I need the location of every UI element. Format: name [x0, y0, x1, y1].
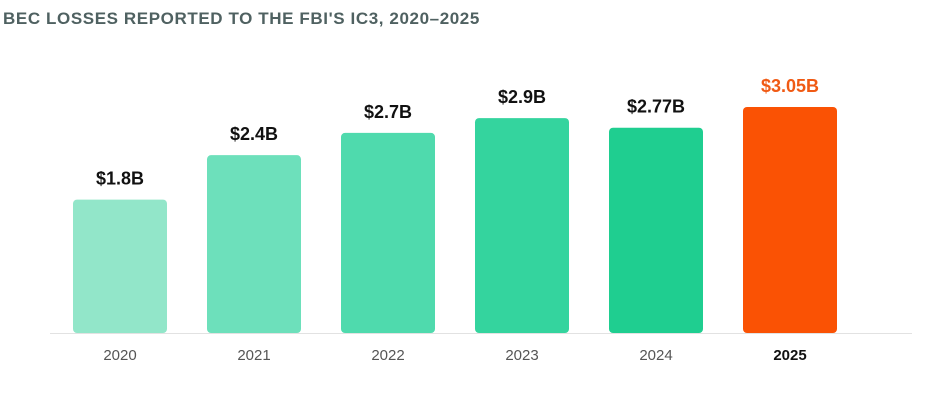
bars-group: [73, 107, 837, 334]
bar-2024: [609, 127, 703, 333]
bar-2020: [73, 199, 167, 333]
value-label-2024: $2.77B: [627, 97, 685, 117]
bar-2025: [743, 107, 837, 333]
x-tick-2025: 2025: [773, 347, 806, 364]
x-tick-2021: 2021: [237, 347, 270, 364]
value-label-2023: $2.9B: [498, 87, 546, 107]
x-tick-2023: 2023: [505, 347, 538, 364]
value-label-2021: $2.4B: [230, 124, 278, 144]
chart-title: BEC LOSSES REPORTED TO THE FBI'S IC3, 20…: [3, 9, 480, 28]
value-label-2020: $1.8B: [96, 169, 144, 189]
value-label-2025: $3.05B: [761, 76, 819, 96]
x-tick-2020: 2020: [103, 347, 136, 364]
value-label-2022: $2.7B: [364, 102, 412, 122]
x-tick-2022: 2022: [371, 347, 404, 364]
x-tick-2024: 2024: [639, 347, 672, 364]
bar-2023: [475, 118, 569, 334]
bar-2022: [341, 132, 435, 333]
bar-2021: [207, 155, 301, 333]
x-tick-labels-group: 2020 2021 2022 2023 2024 2025: [103, 347, 806, 364]
value-labels-group: $1.8B $2.4B $2.7B $2.9B $2.77B $3.05B: [96, 76, 819, 189]
